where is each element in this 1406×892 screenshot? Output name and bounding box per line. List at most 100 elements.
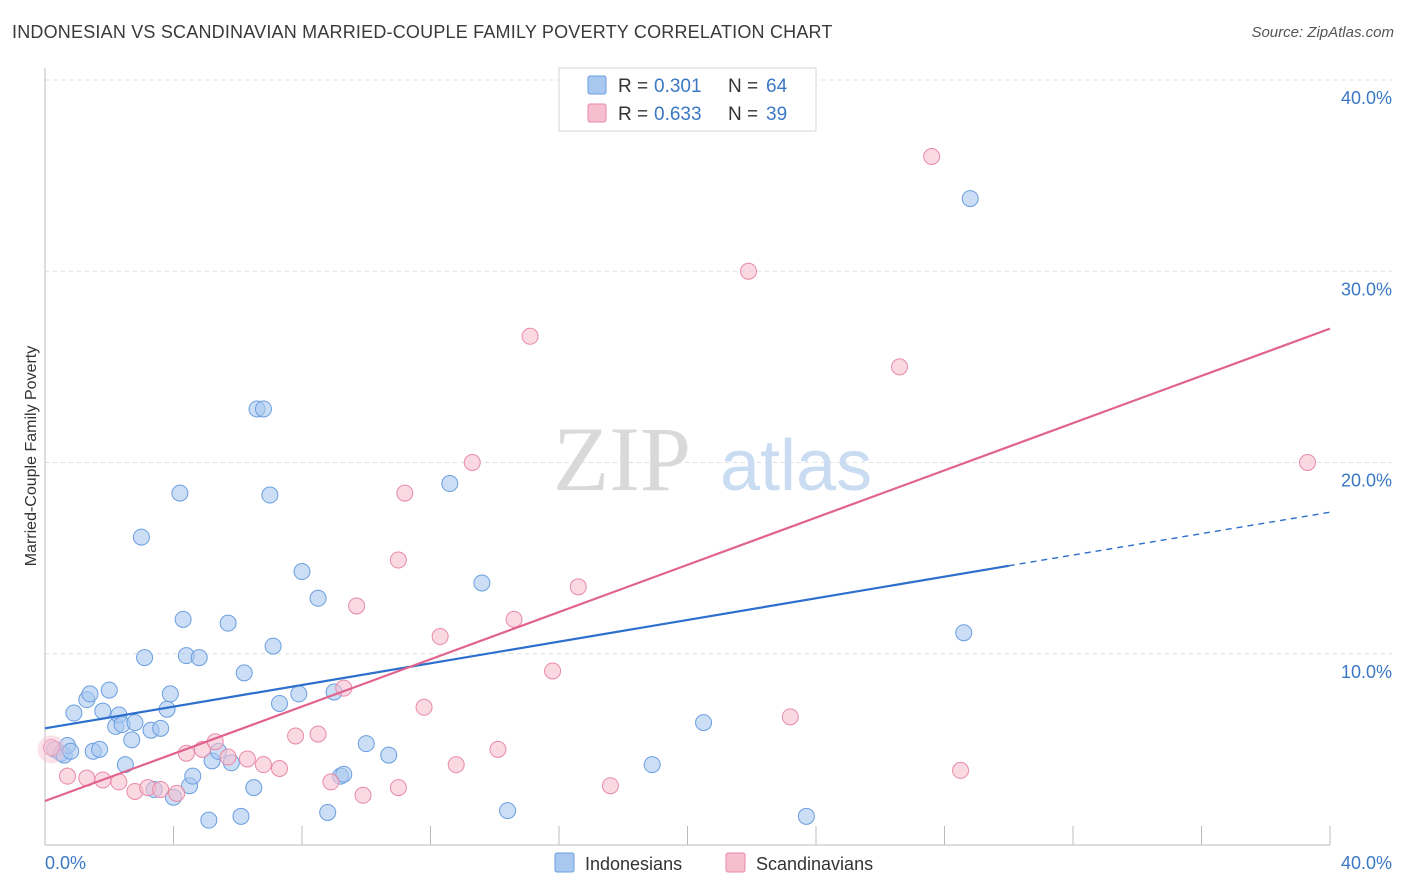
indonesians-point	[797, 807, 815, 825]
y-tick-labels: 10.0% 20.0% 30.0% 40.0%	[1341, 88, 1392, 682]
legend-swatch-pink	[587, 103, 607, 123]
legend-r-value-1: 0.301	[654, 76, 702, 97]
x-tick-label-min: 0.0%	[45, 853, 86, 873]
scandinavians-point	[309, 725, 327, 743]
indonesians-trend-line	[44, 564, 1009, 730]
legend-r-label-1: R =	[618, 76, 648, 97]
indonesians-point	[174, 610, 192, 628]
scandinavians-trend-line	[44, 327, 1331, 803]
watermark-atlas: atlas	[720, 426, 872, 506]
scandinavians-point	[447, 756, 465, 774]
legend-swatch-blue	[587, 75, 607, 95]
scandinavians-point	[415, 698, 433, 716]
indonesians-point	[152, 719, 170, 737]
scandinavians-point	[521, 327, 539, 345]
scandinavians-point	[781, 708, 799, 726]
scandinavians-point	[740, 262, 758, 280]
indonesians-point	[81, 685, 99, 703]
x-tick-label-max: 40.0%	[1341, 853, 1392, 873]
indonesians-point	[91, 740, 109, 758]
axes-layer	[44, 68, 1331, 846]
indonesians-point	[290, 685, 308, 703]
y-tick-label: 10.0%	[1341, 662, 1392, 682]
legend-n-value-1: 64	[766, 76, 788, 97]
indonesians-point	[264, 637, 282, 655]
indonesians-point	[961, 190, 979, 208]
legend-n-label-2: N =	[728, 104, 758, 125]
legend-n-label-1: N =	[728, 76, 758, 97]
bottom-legend-swatch-scandinavians	[725, 852, 746, 873]
scandinavians-point	[952, 761, 970, 779]
scandinavians-point	[348, 597, 366, 615]
scandinavians-point	[601, 777, 619, 795]
indonesians-point	[473, 574, 491, 592]
watermark-zip: ZIP	[553, 408, 691, 510]
watermark: ZIP atlas	[553, 408, 872, 510]
y-axis-label: Married-Couple Family Poverty	[23, 346, 40, 567]
indonesians-point	[357, 735, 375, 753]
scandinavians-point	[322, 773, 340, 791]
indonesians-point	[123, 731, 141, 749]
indonesians-trend-extension	[1008, 511, 1331, 567]
indonesians-point	[643, 756, 661, 774]
indonesians-point	[245, 779, 263, 797]
indonesians-point	[136, 649, 154, 667]
scandinavians-point	[569, 578, 587, 596]
indonesians-point	[62, 742, 80, 760]
y-tick-label: 30.0%	[1341, 279, 1392, 299]
trend-layer	[44, 327, 1331, 803]
scandinavians-point	[42, 738, 60, 756]
scandinavians-point	[923, 148, 941, 165]
scandinavians-point	[544, 662, 562, 680]
scandinavians-point	[1299, 454, 1317, 471]
scandinavians-point	[287, 727, 305, 745]
indonesians-point	[219, 614, 237, 632]
scandinavians-point	[389, 779, 407, 797]
indonesians-point	[200, 811, 218, 829]
legend: R = 0.301 N = 64 R = 0.633 N = 39	[558, 67, 817, 132]
indonesians-point	[232, 807, 250, 825]
scandinavians-point	[152, 781, 170, 799]
points-layer	[37, 148, 1317, 829]
indonesians-point	[184, 767, 202, 785]
indonesians-point	[65, 704, 83, 722]
bottom-legend-label-indonesians: Indonesians	[585, 854, 682, 874]
scandinavians-point	[168, 784, 186, 802]
scandinavians-cluster-point	[37, 735, 66, 764]
indonesians-point	[126, 714, 144, 732]
indonesians-point	[335, 765, 353, 783]
indonesians-point	[161, 685, 179, 703]
indonesians-point	[261, 486, 279, 504]
indonesians-point	[293, 563, 311, 581]
indonesians-point	[171, 484, 189, 502]
indonesians-point	[116, 756, 134, 774]
scandinavians-point	[177, 744, 195, 762]
indonesians-point	[235, 664, 253, 682]
scandinavians-point	[219, 748, 237, 766]
scandinavians-point	[389, 551, 407, 569]
scandinavians-point	[58, 767, 76, 785]
scandinavians-point	[431, 628, 449, 646]
y-tick-label: 40.0%	[1341, 88, 1392, 108]
scandinavians-point	[505, 610, 523, 628]
chart-title: INDONESIAN VS SCANDINAVIAN MARRIED-COUPL…	[12, 22, 833, 42]
indonesians-point	[132, 528, 150, 546]
indonesians-point	[441, 475, 459, 493]
scandinavians-point	[396, 484, 414, 502]
indonesians-point	[955, 624, 973, 642]
legend-n-value-2: 39	[766, 104, 787, 125]
scandinavians-point	[238, 750, 256, 768]
indonesians-point	[319, 803, 337, 821]
legend-r-value-2: 0.633	[654, 104, 702, 125]
grid-layer	[45, 79, 1392, 655]
legend-r-label-2: R =	[618, 104, 648, 125]
scandinavians-point	[463, 454, 481, 471]
indonesians-point	[190, 649, 208, 667]
bottom-legend-label-scandinavians: Scandinavians	[756, 854, 873, 874]
bottom-legend: Indonesians Scandinavians	[554, 852, 873, 874]
scandinavians-point	[891, 358, 909, 376]
scandinavians-point	[254, 756, 272, 774]
indonesians-point	[271, 694, 289, 712]
indonesians-point	[695, 714, 713, 732]
